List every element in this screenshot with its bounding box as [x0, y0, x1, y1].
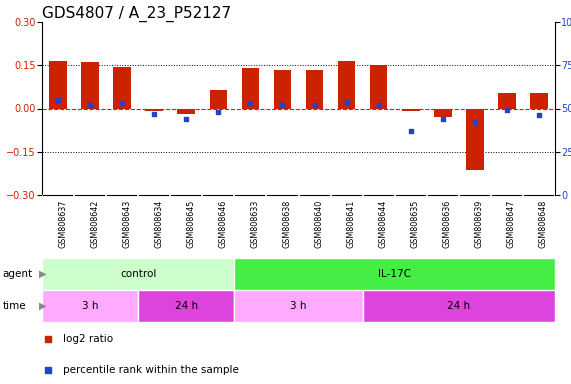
Text: GSM808642: GSM808642	[90, 200, 99, 248]
Bar	[49, 61, 67, 109]
Text: 3 h: 3 h	[290, 301, 307, 311]
Point	[54, 97, 63, 103]
Bar	[210, 90, 227, 109]
Text: GSM808647: GSM808647	[507, 200, 516, 248]
Text: ▶: ▶	[39, 301, 46, 311]
Point	[534, 113, 544, 119]
Text: percentile rank within the sample: percentile rank within the sample	[62, 365, 239, 376]
Text: agent: agent	[3, 269, 33, 279]
Text: GSM808641: GSM808641	[347, 200, 356, 248]
Point	[150, 111, 159, 117]
Text: IL-17C: IL-17C	[378, 269, 411, 279]
Bar	[242, 68, 259, 109]
Bar	[498, 93, 516, 109]
Text: GSM808648: GSM808648	[539, 200, 548, 248]
Point	[43, 367, 53, 373]
Point	[182, 116, 191, 122]
Bar	[81, 62, 99, 109]
Text: GSM808637: GSM808637	[58, 200, 67, 248]
Point	[246, 100, 255, 106]
Bar	[234, 290, 363, 322]
Bar	[370, 65, 388, 109]
Bar	[363, 290, 555, 322]
Bar	[305, 70, 323, 109]
Point	[310, 102, 319, 108]
Bar	[113, 67, 131, 109]
Bar	[146, 109, 163, 111]
Text: GSM808646: GSM808646	[218, 200, 227, 248]
Text: GSM808635: GSM808635	[411, 200, 420, 248]
Bar	[466, 109, 484, 170]
Text: 3 h: 3 h	[82, 301, 98, 311]
Point	[471, 119, 480, 126]
Point	[43, 336, 53, 343]
Text: GSM808640: GSM808640	[315, 200, 324, 248]
Point	[118, 100, 127, 106]
Text: GSM808643: GSM808643	[122, 200, 131, 248]
Text: GSM808639: GSM808639	[475, 200, 484, 248]
Text: GSM808638: GSM808638	[283, 200, 291, 248]
Bar	[42, 290, 138, 322]
Bar	[178, 109, 195, 114]
Text: GSM808636: GSM808636	[443, 200, 452, 248]
Text: time: time	[3, 301, 26, 311]
Bar	[338, 61, 355, 109]
Bar	[42, 258, 234, 290]
Bar	[402, 109, 420, 111]
Bar	[274, 70, 291, 109]
Point	[438, 116, 447, 122]
Point	[86, 102, 95, 108]
Point	[374, 102, 383, 108]
Bar	[138, 290, 234, 322]
Bar	[530, 93, 548, 109]
Point	[502, 107, 512, 113]
Text: 24 h: 24 h	[447, 301, 471, 311]
Point	[342, 99, 351, 105]
Text: control: control	[120, 269, 156, 279]
Text: GSM808634: GSM808634	[154, 200, 163, 248]
Text: 24 h: 24 h	[175, 301, 198, 311]
Text: ▶: ▶	[39, 269, 46, 279]
Point	[214, 109, 223, 115]
Bar	[234, 258, 555, 290]
Text: GSM808644: GSM808644	[379, 200, 388, 248]
Text: GDS4807 / A_23_P52127: GDS4807 / A_23_P52127	[42, 6, 231, 22]
Point	[278, 102, 287, 108]
Bar	[434, 109, 452, 117]
Text: GSM808645: GSM808645	[186, 200, 195, 248]
Point	[406, 128, 415, 134]
Text: log2 ratio: log2 ratio	[62, 334, 112, 344]
Text: GSM808633: GSM808633	[251, 200, 259, 248]
